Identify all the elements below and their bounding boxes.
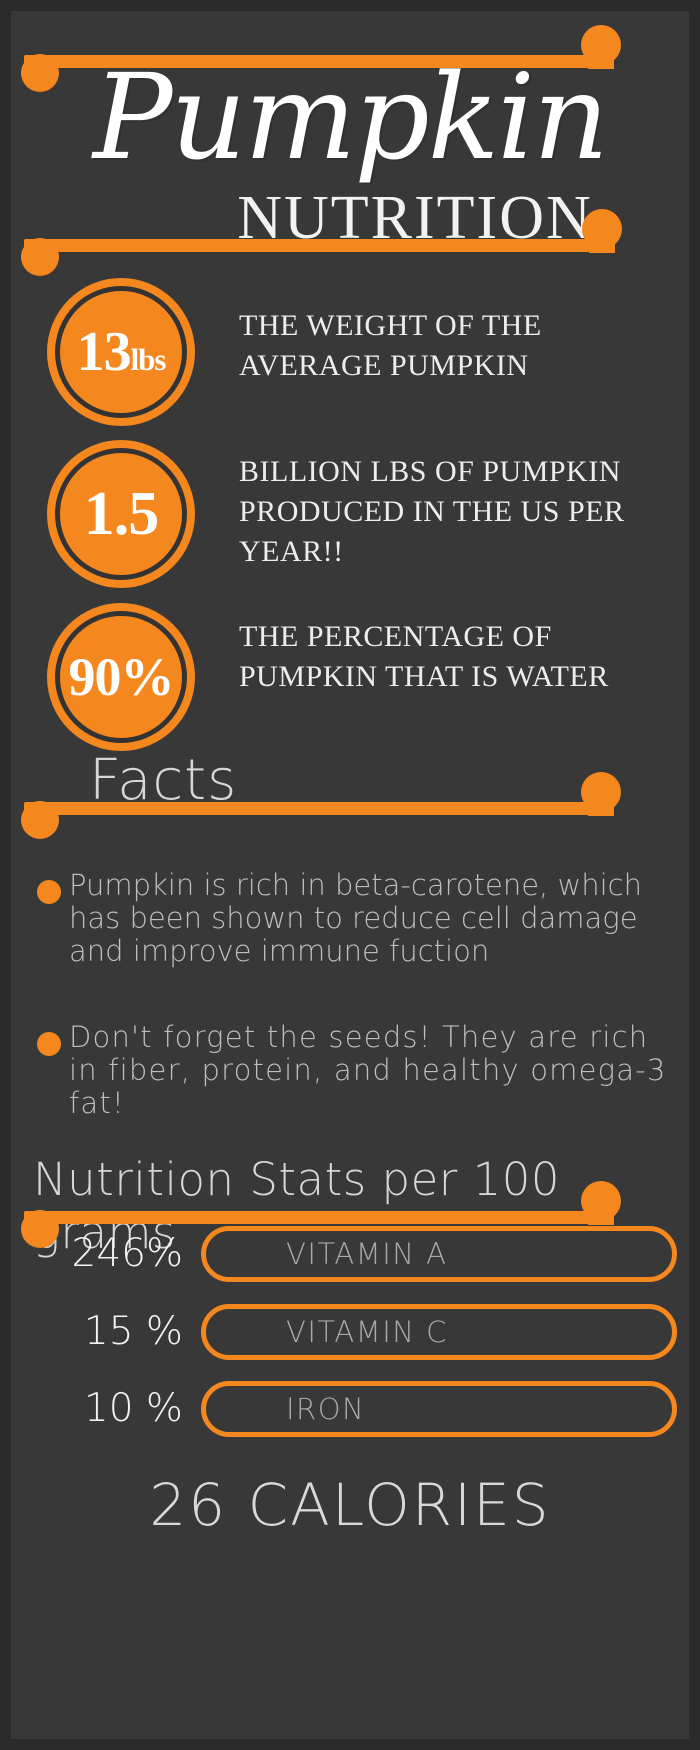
bar-cap-left-icon xyxy=(21,238,59,276)
circle-ring-icon xyxy=(55,448,187,580)
bar-cap-left-icon xyxy=(21,54,59,92)
nutrition-label: VITAMIN C xyxy=(286,1315,448,1349)
nutrition-percent: 10 % xyxy=(83,1386,183,1431)
stat-unit: lbs xyxy=(130,343,167,377)
nutrition-percent: 15 % xyxy=(83,1309,183,1354)
nutrition-label: VITAMIN A xyxy=(286,1237,448,1271)
list-item: Pumpkin is rich in beta-carotene, which … xyxy=(31,868,677,969)
stat-description: THE WEIGHT OF THE AVERAGE PUMPKIN xyxy=(239,309,542,382)
bar-cap-right-icon xyxy=(581,1181,621,1221)
nutrition-divider-bar xyxy=(21,1181,621,1248)
nutrition-percent: 246% xyxy=(71,1231,184,1276)
top-divider-bar xyxy=(21,25,621,92)
bar-cap-left-icon xyxy=(21,801,59,839)
list-item: Don't forget the seeds! They are rich in… xyxy=(31,1020,677,1121)
stat-row: 90% THE PERCENTAGE OF PUMPKIN THAT IS WA… xyxy=(11,603,689,753)
bar-cap-right-icon xyxy=(581,772,621,812)
stat-row: 1.5 BILLION LBS OF PUMPKIN PRODUCED IN T… xyxy=(11,440,689,590)
circle-ring-icon xyxy=(55,286,187,418)
bar-cap-right-icon xyxy=(581,25,621,65)
stat-value: 1.5 xyxy=(83,480,159,548)
stat-row: 13lbs THE WEIGHT OF THE AVERAGE PUMPKIN xyxy=(11,278,689,428)
circle-ring-icon xyxy=(55,611,187,743)
page-title-script: Pumpkin xyxy=(92,48,609,186)
stat-description: BILLION LBS OF PUMPKIN PRODUCED IN THE U… xyxy=(239,455,625,568)
header-divider-bar xyxy=(21,209,622,276)
stat-circle: 90% xyxy=(47,603,195,751)
nutrition-label: IRON xyxy=(286,1392,366,1426)
nutrition-row: 15 % VITAMIN C xyxy=(11,1304,689,1360)
nutrition-bar: VITAMIN A xyxy=(201,1226,677,1282)
nutrition-bar: VITAMIN C xyxy=(201,1304,677,1360)
fact-text: Pumpkin is rich in beta-carotene, which … xyxy=(69,868,642,969)
nutrition-row: 10 % IRON xyxy=(11,1381,689,1437)
stat-value: 13lbs xyxy=(76,321,167,383)
nutrition-row: 246% VITAMIN A xyxy=(11,1226,689,1282)
bullet-dot-icon xyxy=(37,880,61,904)
bar-cap-right-icon xyxy=(582,209,622,249)
stat-description: THE PERCENTAGE OF PUMPKIN THAT IS WATER xyxy=(239,620,609,693)
nutrition-bar: IRON xyxy=(201,1381,677,1437)
stat-circle: 1.5 xyxy=(47,440,195,588)
fact-text: Don't forget the seeds! They are rich in… xyxy=(69,1020,667,1121)
bullet-dot-icon xyxy=(37,1032,61,1056)
calories-text: 26 CALORIES xyxy=(149,1471,551,1539)
bar-cap-left-icon xyxy=(21,1210,59,1248)
facts-divider-bar xyxy=(21,772,621,839)
stat-circle: 13lbs xyxy=(47,278,195,426)
stat-value: 90% xyxy=(68,647,175,707)
infographic-poster: Pumpkin NUTRITION 13lbs THE WEIGHT OF TH… xyxy=(11,11,689,1739)
